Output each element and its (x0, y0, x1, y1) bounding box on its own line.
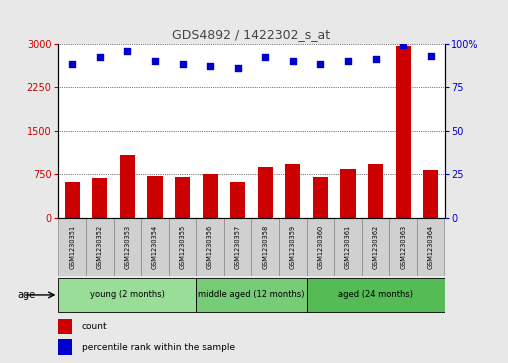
Bar (279, 218, 307, 276)
Text: GSM1230351: GSM1230351 (69, 225, 75, 269)
Bar (147, 176, 163, 218)
Text: GSM1230357: GSM1230357 (235, 225, 241, 269)
Text: GSM1230352: GSM1230352 (97, 225, 103, 269)
Bar (396, 46, 410, 218)
Point (178, 62, 186, 68)
Bar (92, 178, 107, 218)
Bar (251, 218, 279, 276)
Bar (224, 218, 251, 276)
Bar (120, 155, 135, 218)
Bar (203, 174, 217, 218)
Text: GSM1230354: GSM1230354 (152, 225, 158, 269)
Text: middle aged (12 months): middle aged (12 months) (198, 290, 305, 299)
Point (234, 65, 242, 71)
Bar (423, 170, 438, 218)
Text: GSM1230363: GSM1230363 (400, 225, 406, 269)
Text: aged (24 months): aged (24 months) (338, 290, 413, 299)
Point (68, 62, 76, 68)
Bar (196, 218, 224, 276)
Point (316, 62, 325, 68)
Text: GSM1230359: GSM1230359 (290, 225, 296, 269)
Bar (114, 218, 141, 276)
Text: GSM1230358: GSM1230358 (262, 225, 268, 269)
Bar (175, 177, 190, 218)
Bar (65, 182, 80, 218)
Point (261, 54, 269, 60)
Bar (58, 319, 72, 334)
Point (123, 48, 132, 53)
Bar (307, 278, 444, 312)
Text: GSM1230355: GSM1230355 (179, 225, 185, 269)
Bar (58, 339, 72, 355)
Bar (313, 177, 328, 218)
Text: GSM1230362: GSM1230362 (372, 225, 378, 269)
Point (399, 42, 407, 48)
Text: age: age (18, 290, 36, 300)
Bar (362, 218, 389, 276)
Bar (169, 218, 196, 276)
Point (96, 54, 104, 60)
Bar (285, 164, 300, 218)
Title: GDS4892 / 1422302_s_at: GDS4892 / 1422302_s_at (172, 28, 331, 41)
Bar (334, 218, 362, 276)
Text: GSM1230356: GSM1230356 (207, 225, 213, 269)
Point (151, 58, 159, 64)
Point (427, 53, 435, 59)
Text: count: count (82, 322, 107, 331)
Bar (417, 218, 444, 276)
Bar (230, 182, 245, 218)
Bar (141, 218, 169, 276)
Text: GSM1230353: GSM1230353 (124, 225, 131, 269)
Text: percentile rank within the sample: percentile rank within the sample (82, 343, 235, 352)
Point (206, 63, 214, 69)
Bar (307, 218, 334, 276)
Bar (368, 164, 383, 218)
Bar (58, 278, 196, 312)
Text: GSM1230361: GSM1230361 (345, 225, 351, 269)
Bar (340, 169, 356, 218)
Bar (86, 218, 114, 276)
Text: young (2 months): young (2 months) (90, 290, 165, 299)
Bar (389, 218, 417, 276)
Text: GSM1230364: GSM1230364 (428, 225, 434, 269)
Bar (258, 167, 273, 218)
Text: GSM1230360: GSM1230360 (318, 225, 324, 269)
Point (371, 56, 379, 62)
Point (344, 58, 352, 64)
Bar (196, 278, 307, 312)
Bar (58, 218, 86, 276)
Point (289, 58, 297, 64)
